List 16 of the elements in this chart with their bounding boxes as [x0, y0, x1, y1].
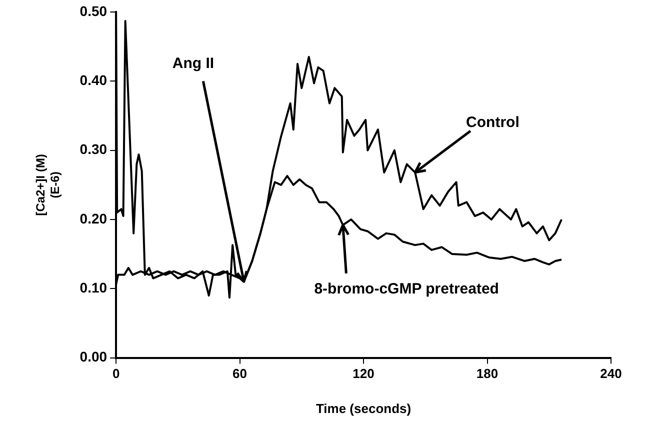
y-tick-label: 0.20 — [80, 210, 108, 226]
x-tick-label: 60 — [232, 366, 248, 382]
x-tick-label: 120 — [352, 366, 374, 382]
x-axis-title: Time (seconds) — [316, 400, 412, 416]
y-tick-label: 0.10 — [80, 280, 108, 296]
y-axis-title: [Ca2+]I (M) (E-6) — [34, 154, 62, 216]
annotation: 8-bromo-cGMP pretreated — [314, 280, 499, 298]
annotation: Ang II — [172, 55, 214, 72]
x-tick-label: 0 — [112, 366, 120, 382]
y-tick-label: 0.00 — [80, 348, 108, 365]
y-tick-label: 0.40 — [80, 72, 108, 88]
y-tick-label: 0.50 — [80, 2, 108, 19]
annotation: Control — [466, 114, 520, 131]
x-tick-label: 240 — [600, 366, 622, 382]
y-tick-label: 0.30 — [80, 141, 108, 158]
x-tick-label: 180 — [476, 366, 498, 382]
